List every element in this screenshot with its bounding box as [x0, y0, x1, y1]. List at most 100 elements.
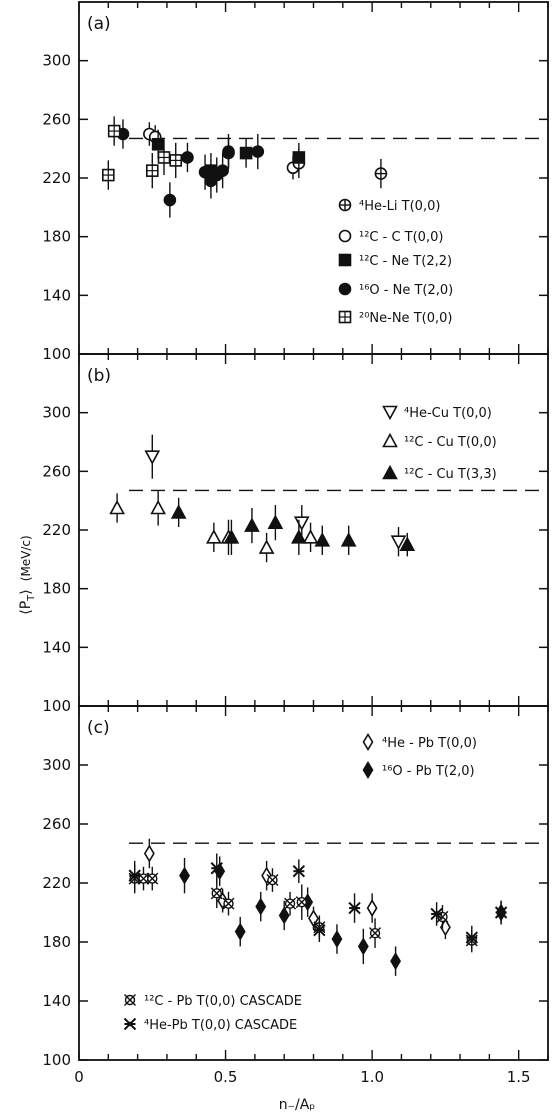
data-point [239, 146, 253, 160]
data-point [314, 532, 331, 547]
data-point [169, 154, 183, 167]
data-point [157, 151, 171, 164]
legend-marker [382, 405, 398, 421]
data-point [258, 539, 275, 554]
data-point [210, 862, 223, 875]
legend-marker [362, 760, 374, 780]
data-point [494, 906, 508, 919]
legend-entry: ⁴He-Cu T(0,0) [404, 406, 492, 421]
data-point [144, 450, 161, 465]
data-point [244, 517, 260, 532]
data-point [278, 906, 290, 925]
y-tick-label: 260 [42, 462, 71, 480]
y-tick-label: 180 [42, 933, 71, 951]
legend-marker [338, 253, 352, 267]
legend-marker [338, 282, 352, 296]
data-point [234, 922, 246, 941]
series-1 [143, 838, 451, 940]
data-point [266, 874, 279, 887]
legend-entry: ¹²C - Pb T(0,0) CASCADE [144, 994, 302, 1009]
data-point [163, 193, 177, 207]
data-point [369, 927, 382, 940]
legend-marker [124, 994, 136, 1006]
series-3 [170, 497, 416, 557]
data-point [255, 897, 267, 916]
data-point [340, 532, 357, 547]
data-point [179, 866, 190, 885]
series-2 [109, 490, 319, 563]
legend-entry: ¹²C - Ne T(2,2) [359, 254, 452, 269]
legend-marker [362, 732, 374, 752]
x-tick-label: 0 [74, 1068, 84, 1086]
data-point [284, 897, 297, 910]
data-point [465, 931, 478, 944]
legend-entry: ¹²C - Cu T(3,3) [404, 467, 497, 482]
y-tick-label: 140 [42, 286, 71, 304]
data-point [390, 535, 407, 550]
data-point [181, 151, 194, 164]
y-tick-label: 140 [42, 992, 71, 1010]
data-point [390, 952, 402, 971]
data-point [293, 516, 310, 531]
panel-label: (b) [87, 366, 111, 386]
x-tick-label: 1.0 [360, 1068, 384, 1086]
data-point [302, 529, 319, 544]
panel-c: 100 140 180 220 260 300 0 0.5 1.0 1.5 (c) ⁴He - Pb … [42, 705, 549, 1086]
data-point [357, 937, 369, 956]
legend-entry: ⁴He-Pb T(0,0) CASCADE [144, 1018, 297, 1033]
data-point [107, 124, 121, 138]
y-axis-label: ⟨PT⟩(MeV/c) [18, 535, 37, 614]
legend-entry: ¹²C - C T(0,0) [359, 230, 443, 245]
y-tick-label: 100 [42, 697, 71, 715]
y-tick-label: 180 [42, 228, 71, 246]
legend-entry: ⁴He-Li T(0,0) [359, 199, 440, 214]
data-point [331, 929, 343, 949]
legend-marker [338, 198, 352, 212]
panel-label: (c) [87, 718, 110, 738]
data-point [128, 869, 141, 882]
data-point [267, 514, 284, 529]
y-tick-label: 140 [42, 638, 71, 656]
data-point [216, 164, 229, 177]
y-tick-label: 220 [42, 874, 71, 892]
data-point [399, 536, 416, 551]
data-point [291, 529, 307, 544]
x-tick-label: 1.5 [507, 1068, 531, 1086]
data-point [210, 887, 223, 900]
y-tick-label: 260 [42, 815, 71, 833]
data-point [205, 529, 222, 544]
data-point [146, 872, 159, 885]
series-2 [179, 856, 507, 976]
data-point [102, 168, 115, 182]
data-point [170, 504, 187, 519]
data-point [222, 897, 235, 910]
data-point [109, 499, 125, 515]
data-point [308, 909, 319, 928]
series-5 [102, 116, 183, 190]
y-tick-label: 260 [42, 110, 71, 128]
data-point [313, 923, 326, 937]
data-point [143, 844, 155, 863]
data-point [145, 164, 159, 177]
data-point [222, 145, 235, 158]
series-1 [374, 158, 388, 189]
data-point [292, 864, 306, 878]
legend-entry: ⁴He - Pb T(0,0) [382, 736, 477, 751]
data-point [366, 899, 378, 918]
x-axis-label: n₋/Aₚ [279, 1097, 316, 1113]
y-tick-label: 300 [42, 756, 71, 774]
data-point [223, 529, 240, 544]
legend-marker [382, 464, 398, 480]
data-point [348, 901, 361, 915]
svg-text:⟨PT⟩(MeV/c): ⟨PT⟩(MeV/c) [18, 535, 37, 614]
y-tick-label: 100 [42, 1051, 71, 1069]
data-point [295, 896, 308, 909]
x-tick-label: 0.5 [214, 1068, 238, 1086]
panel-a: 100 140 180 220 260 300 (a) ⁴He-Li T(0,0) ¹²C - … [42, 1, 549, 363]
data-point [292, 151, 306, 164]
legend-entry: ¹²C - Cu T(0,0) [404, 435, 497, 450]
data-point [251, 145, 265, 158]
y-tick-label: 220 [42, 169, 71, 187]
legend-marker [338, 229, 352, 243]
y-tick-label: 220 [42, 521, 71, 539]
